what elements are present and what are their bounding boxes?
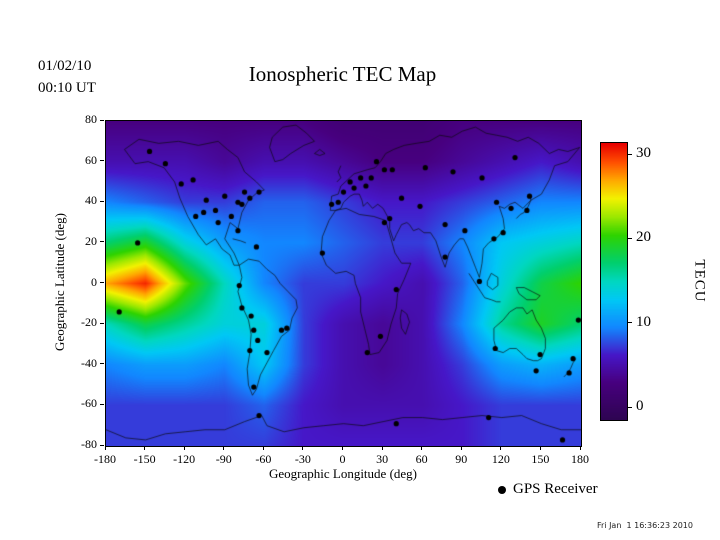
y-tick-label: -60: [81, 396, 97, 411]
y-tick-mark: [100, 200, 104, 202]
x-tick-label: 180: [571, 452, 589, 466]
x-tick-label: -150: [133, 452, 156, 466]
legend: GPS Receiver: [498, 481, 598, 498]
y-tick-label: 40: [85, 193, 97, 208]
y-tick-mark: [100, 403, 104, 405]
legend-label: GPS Receiver: [513, 481, 598, 497]
x-tick-mark: [579, 446, 581, 450]
colorbar-tick-label: 0: [636, 398, 644, 414]
y-tick-mark: [100, 322, 104, 324]
y-tick-label: -20: [81, 315, 97, 330]
y-tick-mark: [100, 160, 104, 162]
x-tick-mark: [460, 446, 462, 450]
x-tick-mark: [342, 446, 343, 450]
colorbar-gradient-canvas: [601, 143, 627, 420]
x-tick-label: -180: [94, 452, 116, 466]
y-tick-label: -80: [81, 437, 97, 451]
x-axis-label: Geographic Longitude (deg): [268, 466, 418, 481]
y-tick-mark: [100, 241, 104, 243]
x-tick-mark: [262, 446, 264, 450]
x-tick-label: 60: [415, 452, 428, 466]
x-tick-mark: [144, 446, 146, 450]
colorbar-tick-label: 20: [636, 229, 651, 246]
x-tick-label: 150: [531, 452, 550, 466]
x-tick-label: 30: [376, 452, 389, 466]
colorbar-tick-mark: [628, 406, 632, 408]
y-tick-label: 0: [91, 274, 97, 289]
x-tick-label: -60: [255, 452, 272, 466]
y-tick-label: 20: [85, 233, 97, 248]
colorbar-tick-mark: [628, 237, 632, 239]
x-tick-mark: [302, 446, 304, 450]
footer-timestamp: Fri Jan 1 16:36:23 2010: [597, 521, 693, 530]
observation-time: 00:10 UT: [38, 80, 96, 96]
y-tick-mark: [100, 444, 104, 446]
x-tick-mark: [539, 446, 541, 450]
colorbar-tick-label: 10: [636, 313, 651, 330]
x-tick-mark: [104, 446, 106, 450]
y-tick-mark: [100, 363, 104, 365]
y-tick-label: 80: [85, 112, 97, 126]
observation-date: 01/02/10: [38, 58, 92, 74]
y-tick-label: -40: [81, 355, 97, 370]
y-tick-mark: [100, 119, 104, 121]
colorbar: [600, 142, 628, 421]
plot-area: [105, 120, 582, 447]
colorbar-tick-label: 30: [636, 145, 651, 161]
gps-receiver-dot-icon: [498, 485, 506, 494]
y-tick-label: 60: [85, 152, 97, 167]
x-tick-mark: [421, 446, 423, 450]
colorbar-unit-label: TECU: [691, 259, 708, 303]
x-tick-mark: [500, 446, 502, 450]
colorbar-tick-mark: [628, 153, 632, 155]
colorbar-tick-mark: [628, 322, 632, 324]
x-tick-mark: [183, 446, 185, 450]
x-tick-mark: [223, 446, 225, 450]
x-tick-label: -120: [173, 452, 196, 466]
x-tick-label: 0: [339, 452, 346, 466]
x-tick-label: -90: [215, 452, 232, 466]
x-tick-label: 120: [491, 452, 510, 466]
x-tick-mark: [381, 446, 383, 450]
x-tick-label: 90: [455, 452, 468, 466]
x-tick-label: -30: [294, 452, 311, 466]
y-tick-mark: [100, 282, 104, 283]
tec-heatmap-canvas: [106, 121, 581, 446]
page-title: Ionospheric TEC Map: [248, 62, 437, 86]
